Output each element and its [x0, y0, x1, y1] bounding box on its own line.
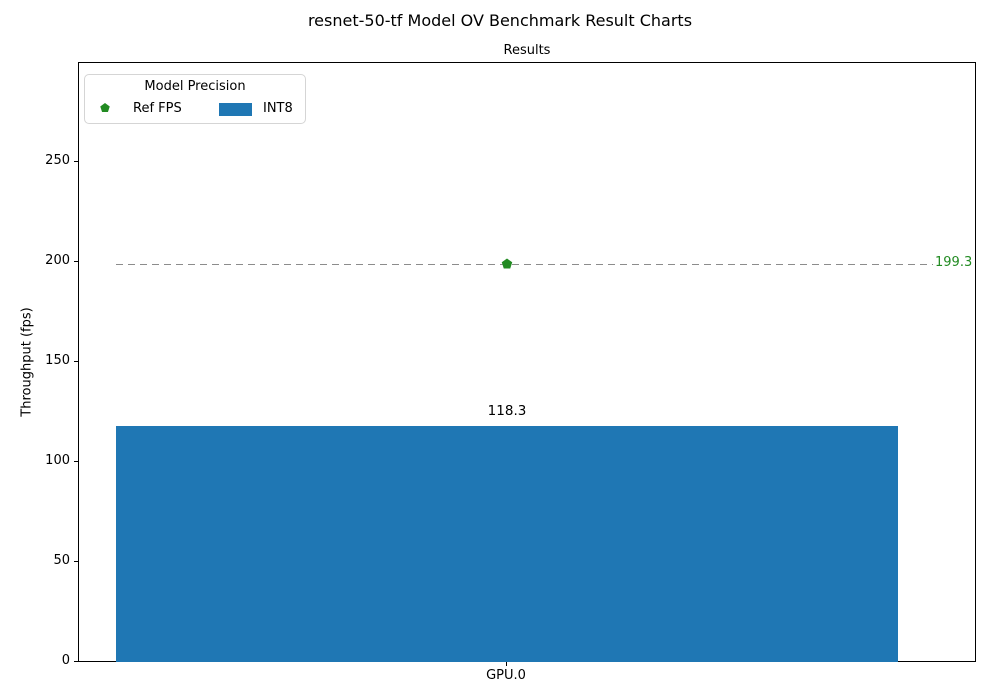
legend-title: Model Precision: [144, 79, 246, 94]
plot-area: 118.3 199.3 Model Precision Ref FPS INT8: [78, 62, 976, 662]
ref-fps-pentagon-icon: [501, 258, 513, 269]
legend-row: Ref FPS INT8: [85, 100, 305, 120]
legend-label-int8: INT8: [263, 101, 293, 116]
y-tick-label-50: 50: [53, 553, 70, 568]
y-tick-mark: [74, 361, 78, 362]
ref-fps-dashed-line: [116, 263, 933, 265]
legend-swatch-int8: [219, 103, 252, 116]
y-tick-label-250: 250: [45, 153, 70, 168]
ref-value-label: 199.3: [935, 255, 973, 270]
y-tick-label-0: 0: [61, 653, 70, 668]
y-tick-label-150: 150: [45, 353, 70, 368]
y-tick-mark: [74, 161, 78, 162]
ref-fps-pentagon-icon: [100, 103, 110, 113]
x-tick-label-gpu0: GPU.0: [486, 668, 526, 683]
y-tick-mark: [74, 461, 78, 462]
figure-title: resnet-50-tf Model OV Benchmark Result C…: [307, 11, 693, 30]
y-tick-mark: [74, 261, 78, 262]
x-tick-mark: [506, 662, 507, 666]
axes-title: Results: [503, 43, 551, 58]
y-tick-mark: [74, 661, 78, 662]
y-tick-mark: [74, 561, 78, 562]
legend-box: Model Precision Ref FPS INT8: [84, 74, 306, 124]
y-tick-label-100: 100: [45, 453, 70, 468]
bar-value-label: 118.3: [487, 403, 527, 419]
bar-int8-gpu0: [116, 426, 898, 662]
y-tick-label-200: 200: [45, 253, 70, 268]
legend-label-ref-fps: Ref FPS: [133, 101, 182, 116]
